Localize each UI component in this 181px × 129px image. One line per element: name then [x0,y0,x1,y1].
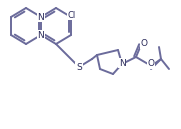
Text: O: O [140,39,148,49]
Text: S: S [76,62,82,71]
Text: N: N [38,13,44,22]
Text: O: O [148,59,155,68]
Text: N: N [119,58,125,67]
Text: N: N [38,30,44,39]
Text: Cl: Cl [68,10,76,19]
